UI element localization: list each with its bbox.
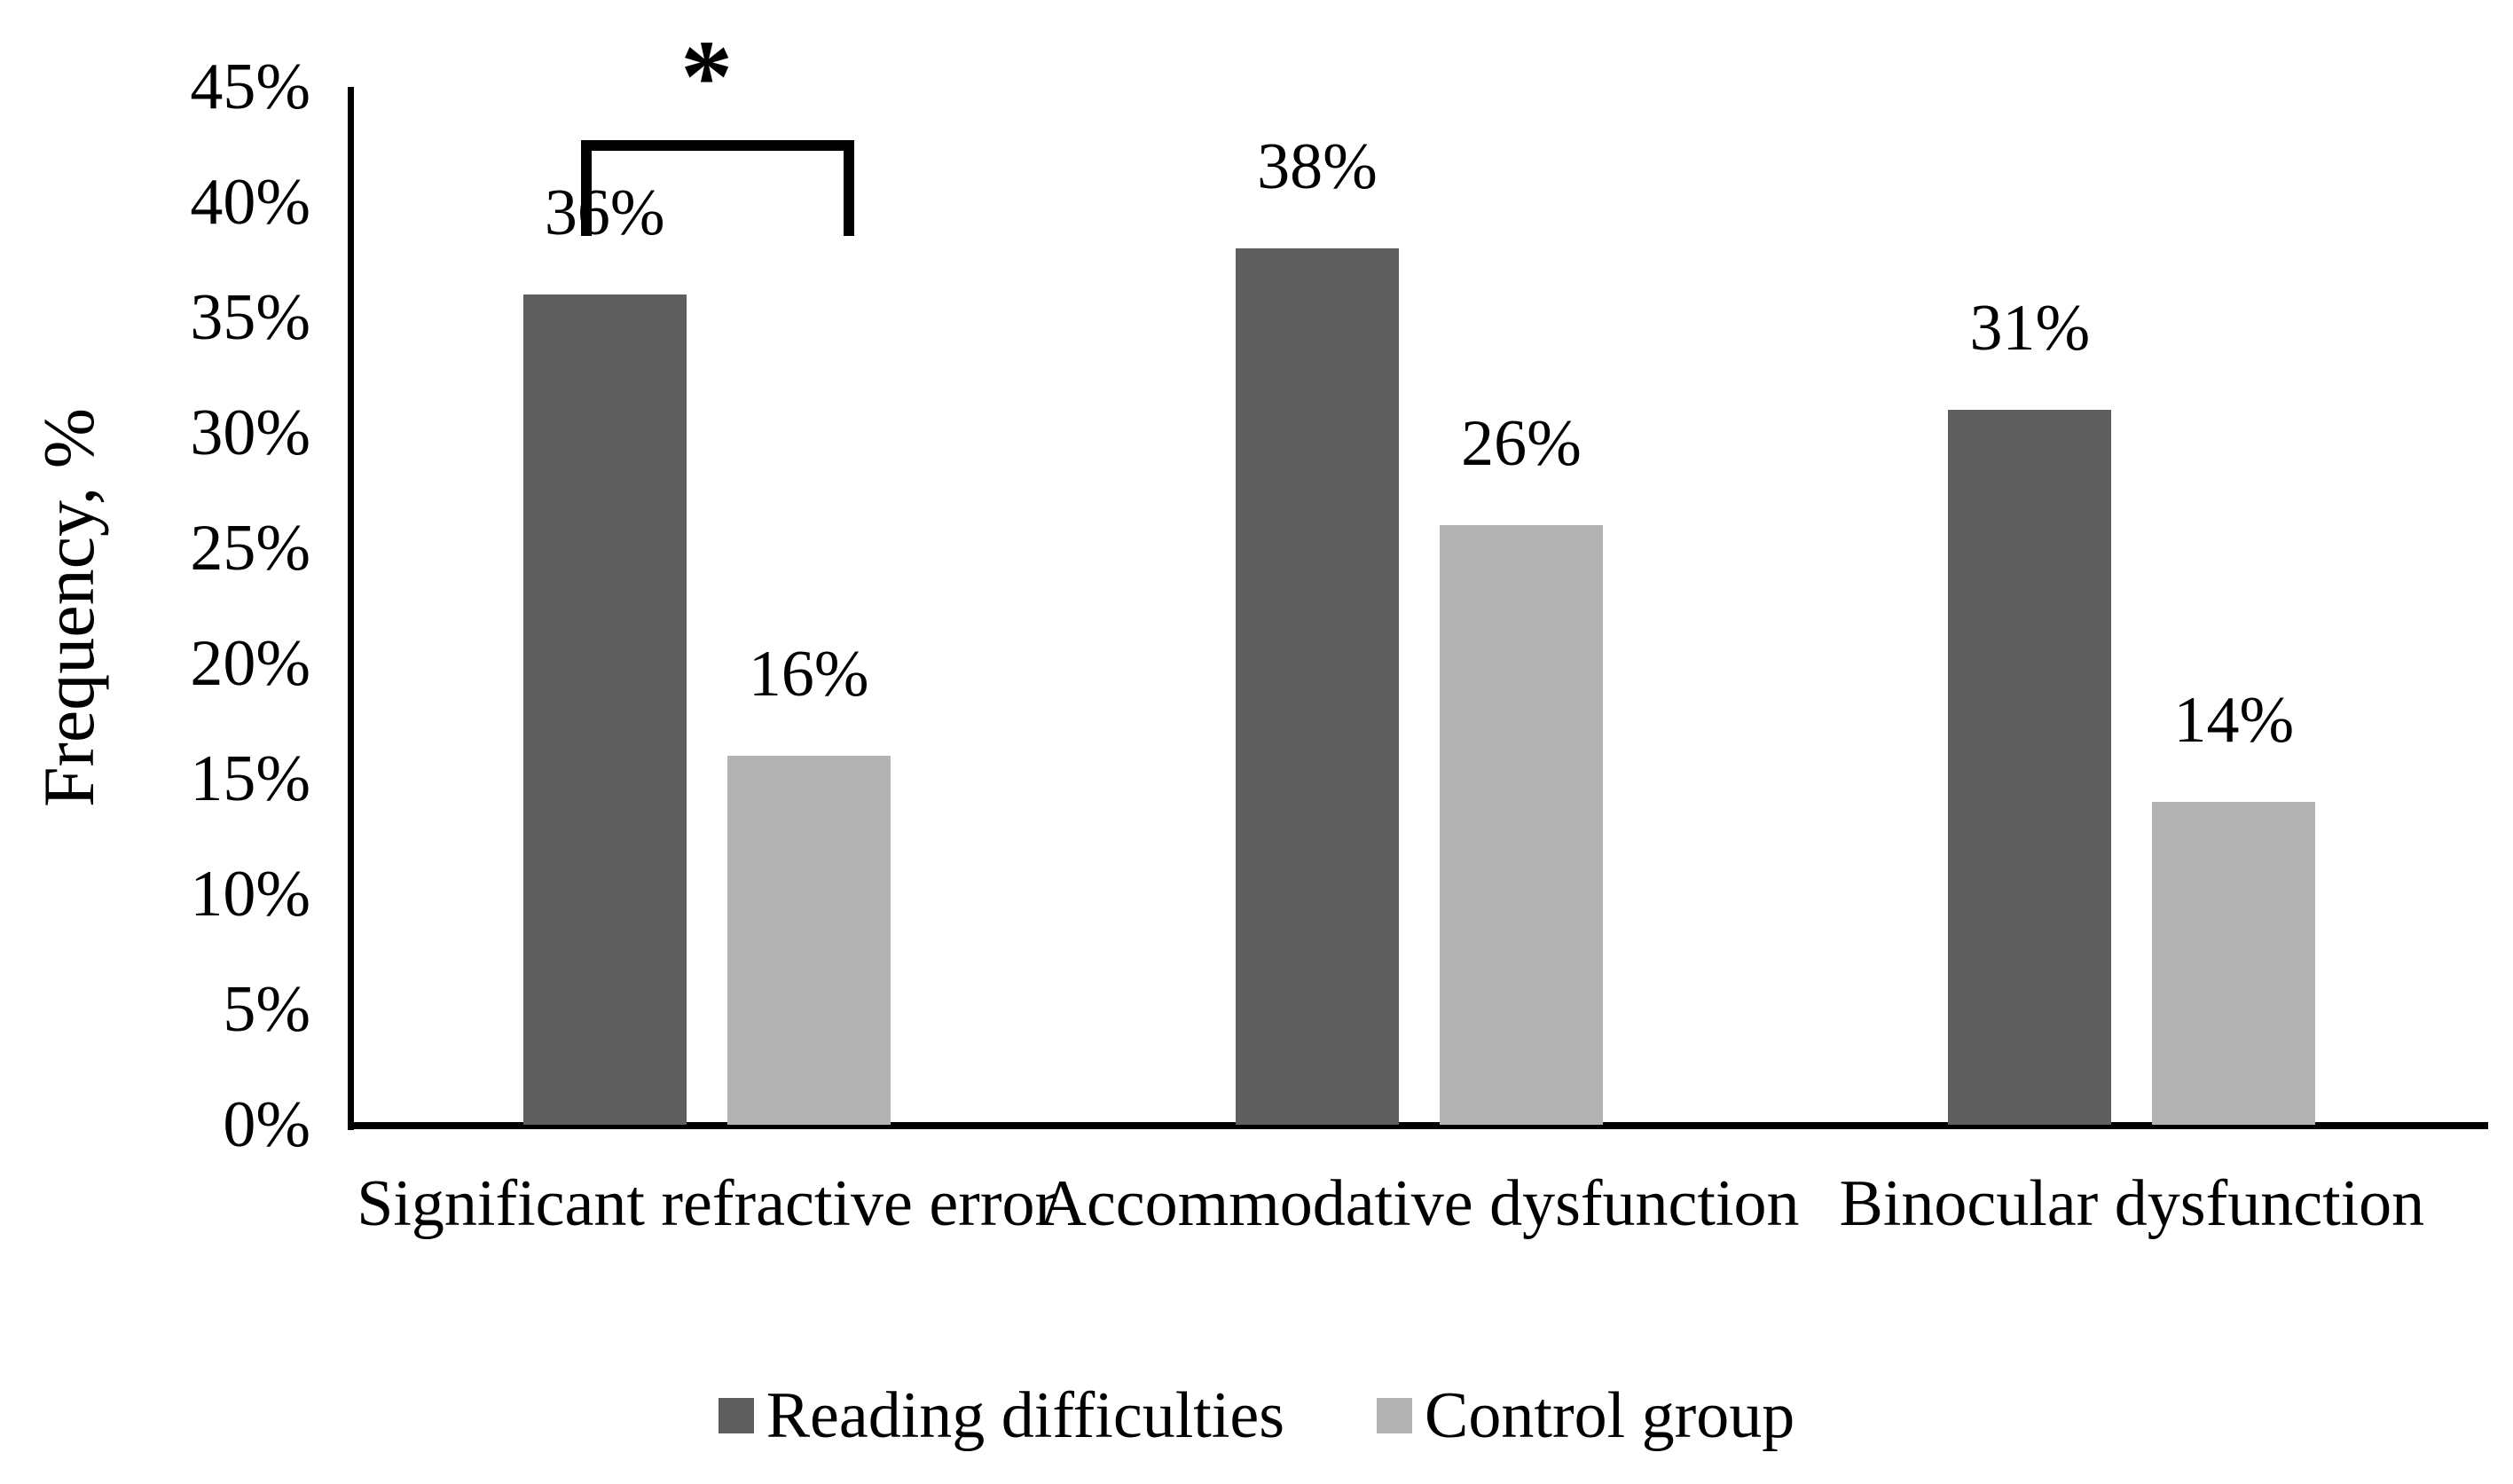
y-tick-label: 10%	[190, 858, 310, 930]
y-tick-label: 40%	[190, 166, 310, 239]
category-label: Binocular dysfunction	[1839, 1167, 2425, 1240]
data-label: 36%	[544, 177, 665, 249]
bar-reading-difficulties	[1948, 410, 2112, 1125]
y-tick-label: 20%	[190, 627, 310, 700]
category-label: Accommodative dysfunction	[1039, 1167, 1800, 1240]
y-tick-label: 15%	[190, 742, 310, 815]
y-tick-label: 5%	[223, 973, 310, 1046]
x-axis-line	[348, 1122, 2488, 1129]
y-tick-label: 35%	[190, 281, 310, 354]
data-label: 38%	[1257, 130, 1378, 203]
data-label: 16%	[748, 638, 869, 711]
bar-reading-difficulties	[522, 294, 687, 1125]
y-tick-label: 30%	[190, 397, 310, 469]
significance-asterisk: *	[680, 19, 734, 135]
legend-label: Control group	[1425, 1379, 1795, 1452]
data-label: 14%	[2173, 684, 2295, 757]
legend-item: Control group	[1377, 1380, 1794, 1451]
y-tick-label: 45%	[190, 51, 310, 123]
legend-label: Reading difficulties	[766, 1379, 1285, 1452]
y-tick-label: 0%	[223, 1088, 310, 1161]
legend-swatch-icon	[1377, 1398, 1413, 1433]
bar-reading-difficulties	[1236, 248, 1399, 1125]
bar-control-group	[2152, 802, 2316, 1125]
legend-swatch-icon	[718, 1398, 754, 1433]
y-axis-line	[348, 87, 354, 1130]
data-label: 26%	[1461, 407, 1582, 480]
significance-bracket	[580, 140, 854, 236]
bar-control-group	[1440, 525, 1603, 1125]
y-tick-label: 25%	[190, 512, 310, 585]
bar-control-group	[726, 756, 891, 1125]
legend-item: Reading difficulties	[718, 1379, 1285, 1452]
category-label: Significant refractive error	[357, 1167, 1057, 1240]
data-label: 31%	[1969, 292, 2091, 365]
legend: Reading difficulties Control group	[0, 1380, 2513, 1451]
